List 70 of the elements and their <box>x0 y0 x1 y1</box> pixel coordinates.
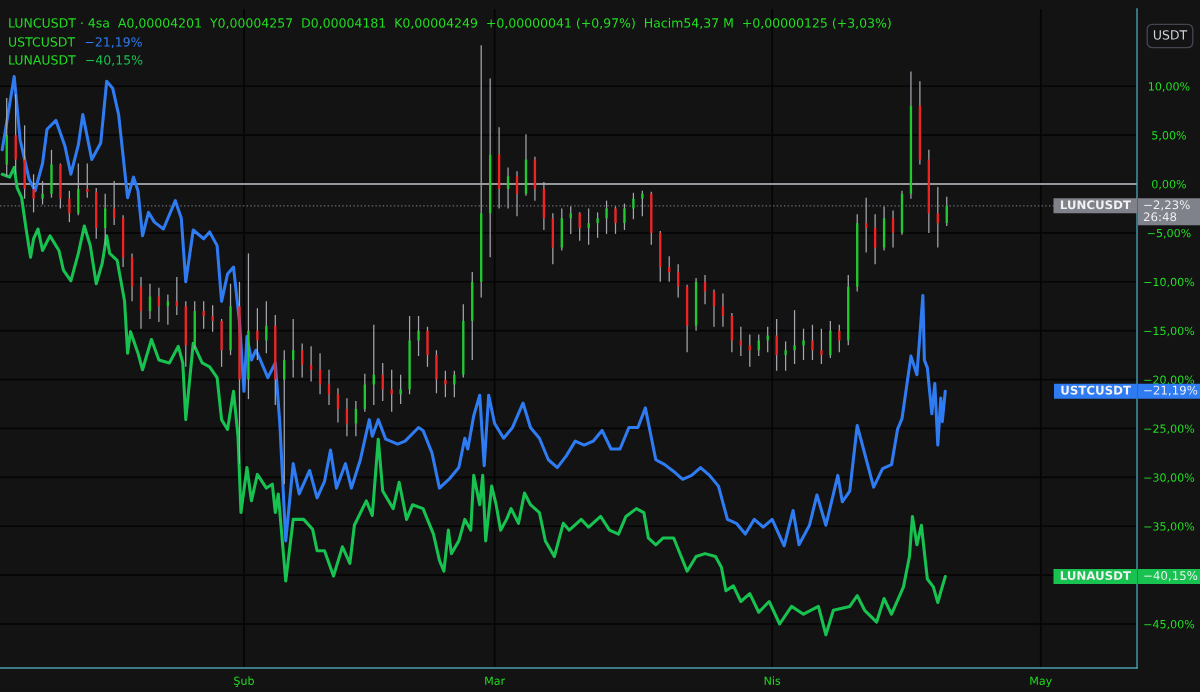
candlestick <box>820 328 823 365</box>
candlestick <box>614 205 617 235</box>
candlestick <box>632 192 635 220</box>
y-tick-label: 5,00% <box>1152 131 1186 141</box>
candlestick <box>444 370 447 398</box>
text: LUNAUSDT <box>1060 571 1131 581</box>
x-tick-label: Nis <box>764 676 781 685</box>
candlestick <box>811 324 814 361</box>
candlestick <box>739 326 742 357</box>
x-tick-label: Mar <box>485 676 506 685</box>
annotation: −21,19% <box>85 37 142 48</box>
text: −21,19% <box>1144 385 1198 396</box>
y-tick-label: −5,00% <box>1147 228 1191 239</box>
candlestick <box>166 293 170 326</box>
text: −2,23% <box>1144 200 1190 211</box>
candlestick <box>229 283 232 356</box>
text: LUNAUSDT <box>9 55 76 65</box>
candlestick <box>435 349 438 394</box>
candlestick <box>775 318 778 372</box>
y-axis-title: USDT <box>1153 30 1188 40</box>
candlestick <box>408 315 411 395</box>
candlestick <box>784 340 787 372</box>
candlestick <box>399 374 402 405</box>
text: USTCUSDT <box>1061 385 1131 395</box>
y-tick-label: −10,00% <box>1144 277 1195 288</box>
candlestick <box>220 318 223 368</box>
candlestick <box>309 345 313 383</box>
candlestick <box>453 370 456 398</box>
annotation: −40,15% <box>86 55 143 66</box>
candlestick <box>50 149 53 199</box>
candlestick <box>32 173 35 213</box>
candlestick <box>68 190 71 223</box>
y-tick-label: −15,00% <box>1144 326 1195 337</box>
candlestick <box>641 190 644 217</box>
text: −40,15% <box>1144 571 1198 582</box>
candlestick <box>587 207 590 246</box>
candlestick <box>596 211 599 239</box>
y-tick-label: −30,00% <box>1144 473 1195 483</box>
candlestick <box>211 304 214 333</box>
y-tick-label: −25,00% <box>1144 424 1195 434</box>
x-tick-label: Şub <box>234 676 254 687</box>
candlestick <box>256 307 259 361</box>
candlestick <box>569 205 572 235</box>
candlestick <box>605 200 608 235</box>
candlestick <box>202 300 205 330</box>
y-tick-label: −35,00% <box>1144 522 1195 532</box>
y-tick-label: 0,00% <box>1152 179 1186 190</box>
candlestick <box>59 162 62 210</box>
x-tick-label: May <box>1030 676 1052 688</box>
candlestick <box>265 300 268 354</box>
y-tick-label: −45,00% <box>1144 619 1195 630</box>
candlestick <box>793 309 796 365</box>
text: USTCUSDT <box>9 37 76 47</box>
candlestick <box>238 281 241 465</box>
candlestick <box>417 315 420 357</box>
candlestick <box>41 180 44 206</box>
candlestick <box>175 276 178 316</box>
text: LUNCUSDT · 4sa A0,00004201 Y0,00004257 D0,00004181 K0,00004249 +0,00000041 (+0,97%) Hacim54,37 M +0,00000125 (+3,03%) <box>9 17 891 30</box>
text: LUNCUSDT <box>1060 200 1131 210</box>
candlestick <box>247 252 250 400</box>
candlestick <box>865 197 868 254</box>
y-tick-label: 10,00% <box>1148 82 1190 92</box>
candlestick <box>748 333 751 368</box>
text: 26:48 <box>1143 212 1177 222</box>
candlestick <box>623 202 626 231</box>
candlestick <box>426 326 429 368</box>
candlestick <box>390 369 393 413</box>
y-tick-label: −20,00% <box>1144 375 1195 386</box>
candlestick <box>668 255 671 283</box>
candlestick <box>802 328 805 361</box>
